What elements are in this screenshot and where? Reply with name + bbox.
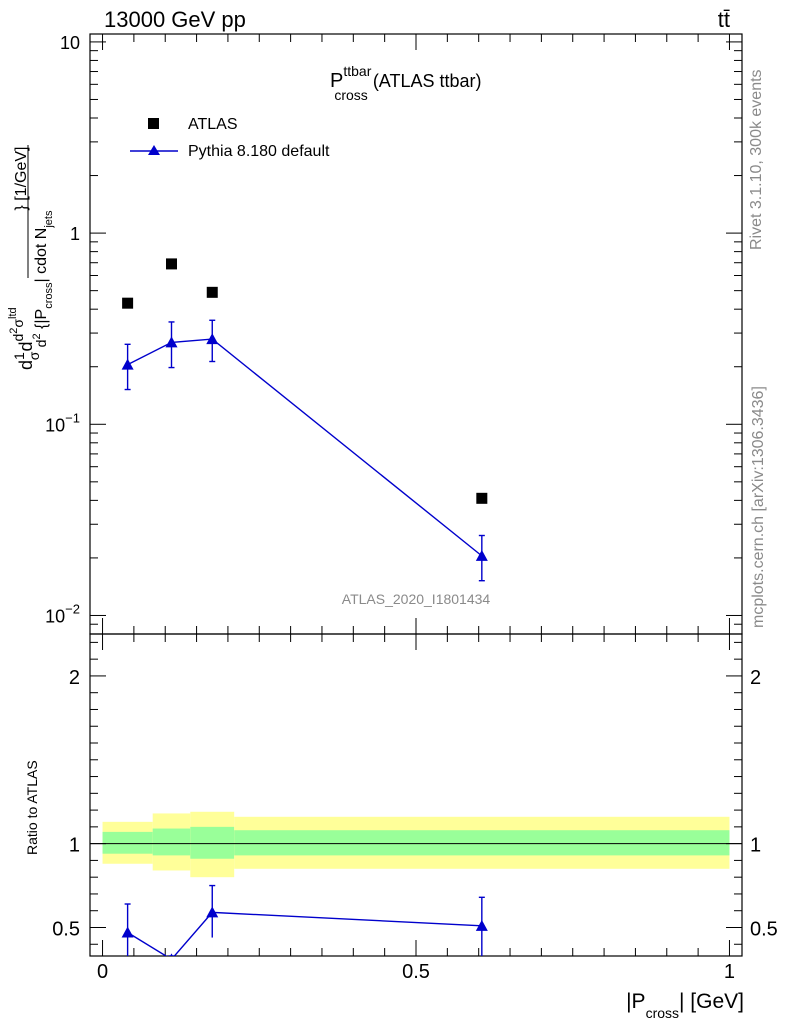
ratio-point-2 [206,906,219,918]
ratio-uncertainty-bands [102,811,730,878]
ratio-ticks [90,634,742,956]
ratio-ylabel: Ratio to ATLAS [24,760,40,855]
ytick-base: 1 [70,224,80,244]
mc-point-3 [475,549,488,561]
ratio-series-group [121,884,488,956]
xtick-label-2: 1 [724,961,735,983]
main-ylabel: d1σdd2σltdd2 {|Pcross| cdot Njets} [1/Ge… [7,147,55,371]
ratio-point-3 [475,919,488,931]
ratio-ytick-label-right-1: 1 [750,835,761,857]
mc-line [127,338,483,557]
ratio-frame [89,633,743,957]
xtick-label-1: 0.5 [402,961,430,983]
ratio-point-1 [170,953,173,956]
ytick-base: 10 [45,415,65,435]
xlabel: |Pcross| [GeV] [626,990,744,1021]
xtick-label-0: 0 [97,961,108,983]
plot-title: Pttbar cross (ATLAS ttbar) [330,63,482,103]
ratio-ytick-label-left-0: 2 [69,667,80,689]
band-inner-2 [190,826,235,859]
title-suffix: (ATLAS ttbar) [368,71,482,91]
data-point-3 [476,492,488,504]
data-point-0 [122,297,134,309]
ytick-base: 10 [60,33,80,53]
mc-point-2 [206,333,219,345]
mcplots-label: mcplots.cern.ch [arXiv:1306.3436] [750,386,767,628]
ratio-ytick-label-right-2: 0.5 [750,918,778,940]
mc-point-1 [165,336,178,348]
legend-pythia-label: Pythia 8.180 default [188,143,330,160]
header-right: tt̄ [718,7,730,32]
ratio-ytick-label-left-2: 0.5 [52,918,80,940]
ratio-ytick-labels: 2 2 1 1 0.5 0.5 [52,667,778,941]
main-ytick-label-1: 1 [70,224,80,244]
band-inner-3 [234,830,730,856]
analysis-watermark: ATLAS_2020_I1801434 [342,591,491,607]
ytick-exponent: −1 [65,410,80,425]
legend-pythia-marker [148,145,160,155]
rivet-label: Rivet 3.1.10, 300k events [748,69,765,250]
main-ytick-label-2: 10−1 [45,410,80,435]
legend-atlas-label: ATLAS [188,116,238,133]
ytick-base: 10 [45,606,65,626]
band-inner-0 [102,831,153,854]
legend-atlas-marker [148,118,159,129]
main-ytick-label-3: 10−2 [45,601,80,626]
main-ytick-label-0: 10 [60,33,80,53]
ratio-mc-line [127,911,482,956]
main-ticks [90,34,742,635]
data-point-1 [166,258,177,270]
legend: ATLAS Pythia 8.180 default [130,116,330,160]
mc-point-0 [121,358,134,370]
title-sup: ttbar [343,63,371,79]
ratio-ytick-label-left-1: 1 [69,835,80,857]
ratio-series [121,884,488,956]
ratio-frame-rect [89,633,743,957]
header-left: 13000 GeV pp [104,7,246,32]
title-sub: cross [334,87,367,103]
ratio-point-0 [121,926,134,938]
data-point-2 [206,286,218,298]
title-main: P [330,70,343,92]
band-inner-1 [152,828,191,856]
ratio-xtick-labels: 0 0.5 1 [97,961,735,983]
main-series [121,258,488,582]
ytick-exponent: −2 [65,601,80,616]
ratio-ytick-label-right-0: 2 [750,667,761,689]
